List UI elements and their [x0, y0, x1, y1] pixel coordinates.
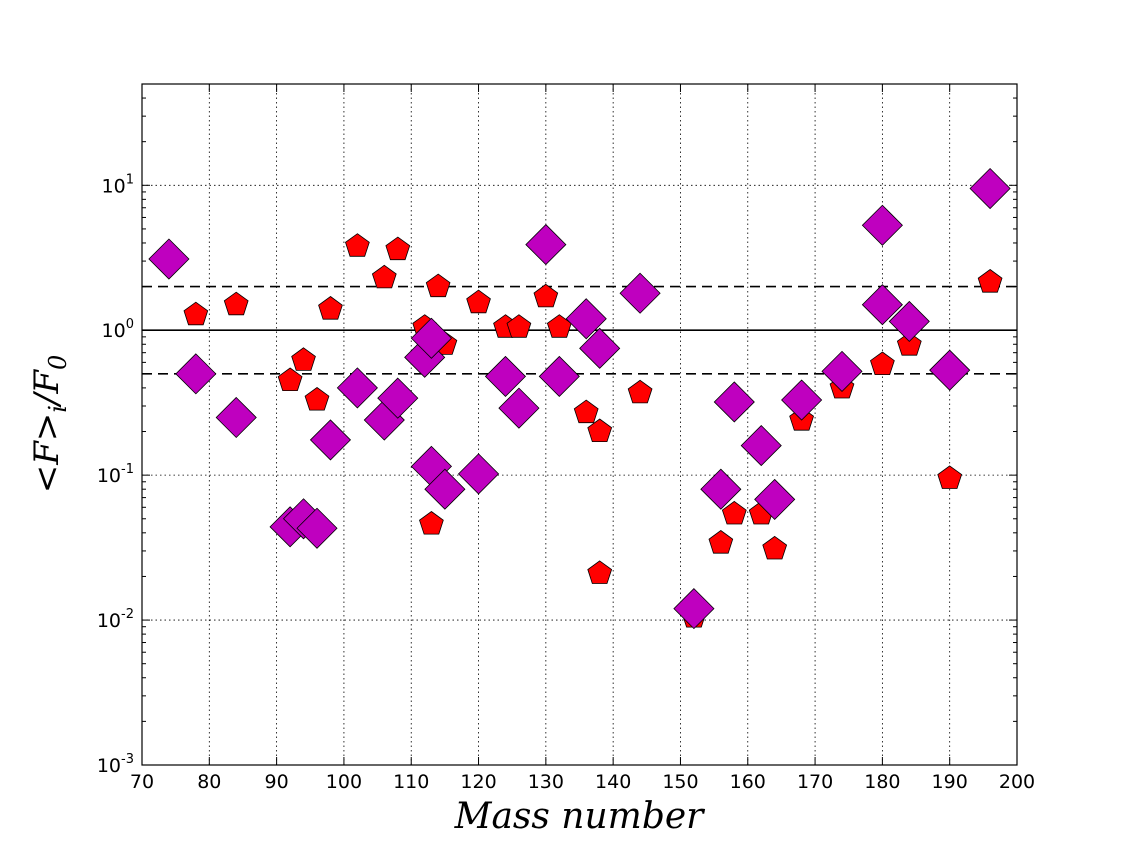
- diamond-point: [296, 507, 338, 549]
- pentagon-point: [318, 296, 343, 320]
- plot-frame: [141, 83, 1018, 766]
- diamond-point: [410, 317, 452, 359]
- pentagon-point: [291, 347, 316, 371]
- pentagon-point: [937, 465, 963, 489]
- y-tick-label: 10-3: [97, 752, 134, 777]
- diamond-point: [969, 167, 1011, 210]
- pentagon-point: [627, 379, 653, 404]
- pentagon-point: [896, 332, 922, 356]
- pentagon-point: [977, 269, 1003, 293]
- diamond-point: [781, 379, 823, 421]
- diamond-point: [929, 349, 971, 391]
- y-tick-label: 10-1: [97, 462, 134, 487]
- diamond-point: [888, 300, 930, 342]
- x-tick-label: 120: [460, 771, 496, 793]
- diamond-point: [457, 453, 500, 495]
- y-axis-label: <F>i/F0: [27, 355, 72, 494]
- diamond-point: [700, 468, 742, 510]
- pentagon-point: [587, 418, 613, 443]
- pentagon-point: [587, 560, 613, 584]
- x-tick-label: 200: [999, 771, 1035, 793]
- diamond-point: [424, 468, 466, 510]
- pentagon-point: [721, 500, 747, 525]
- diamond-point: [538, 355, 580, 397]
- diamond-point: [148, 238, 190, 280]
- x-axis-label: Mass number: [454, 796, 706, 837]
- diamond-point: [565, 298, 607, 340]
- diamond-point: [484, 355, 527, 397]
- diamond-point: [498, 387, 540, 429]
- y-tick-label: 10-2: [97, 607, 134, 632]
- x-tick-label: 110: [393, 771, 429, 793]
- x-tick-label: 190: [932, 771, 968, 793]
- diamond-point: [861, 284, 903, 326]
- pentagon-point: [506, 314, 532, 338]
- x-tick-label: 80: [197, 771, 221, 793]
- diamond-point: [579, 327, 621, 369]
- x-tick-label: 160: [730, 771, 766, 793]
- x-tick-label: 90: [265, 771, 289, 793]
- pentagon-point: [183, 301, 209, 326]
- x-tick-label: 100: [326, 771, 362, 793]
- diamond-point: [673, 588, 715, 630]
- x-tick-label: 70: [130, 771, 154, 793]
- diamond-point: [754, 478, 796, 520]
- pentagon-point: [223, 291, 249, 316]
- diamond-point: [713, 381, 755, 423]
- x-tick-label: 170: [797, 771, 833, 793]
- x-tick-labels: 70 80 90 100 110 120 130 140 150 160 170 180 190 200: [130, 771, 1035, 793]
- x-tick-label: 140: [595, 771, 631, 793]
- diamond-point: [175, 353, 217, 395]
- pentagon-point: [533, 283, 559, 308]
- diamond-point: [377, 377, 419, 419]
- pentagon-point: [277, 367, 303, 392]
- pentagon-point: [371, 264, 397, 289]
- diamond-point: [821, 350, 863, 392]
- diamond-point: [309, 419, 352, 461]
- pentagon-point: [425, 273, 451, 298]
- y-tick-label: 101: [102, 172, 134, 197]
- diamond-point: [861, 204, 903, 246]
- diamond-point: [215, 396, 257, 439]
- diamond-point: [619, 272, 661, 314]
- pentagon-point: [870, 351, 895, 376]
- y-tick-labels: 10-3 10-2 10-1 100 101: [97, 172, 134, 777]
- pentagon-point: [573, 399, 599, 424]
- diamond-point: [336, 367, 378, 409]
- pentagon-point: [466, 289, 491, 314]
- pentagon-point: [708, 530, 734, 554]
- diamond-point: [740, 425, 782, 467]
- pentagon-point: [419, 511, 444, 535]
- x-tick-label: 130: [528, 771, 564, 793]
- axis-ticks: [141, 84, 1018, 766]
- x-tick-label: 180: [864, 771, 900, 793]
- x-tick-label: 150: [662, 771, 698, 793]
- diamond-point: [525, 223, 567, 266]
- diamond-series: [148, 167, 1011, 630]
- plot-background: [142, 84, 1017, 765]
- pentagon-point: [762, 535, 788, 560]
- pentagon-point: [345, 233, 370, 257]
- y-tick-label: 100: [102, 317, 134, 342]
- pentagon-point: [385, 236, 411, 261]
- pentagon-point: [304, 387, 330, 411]
